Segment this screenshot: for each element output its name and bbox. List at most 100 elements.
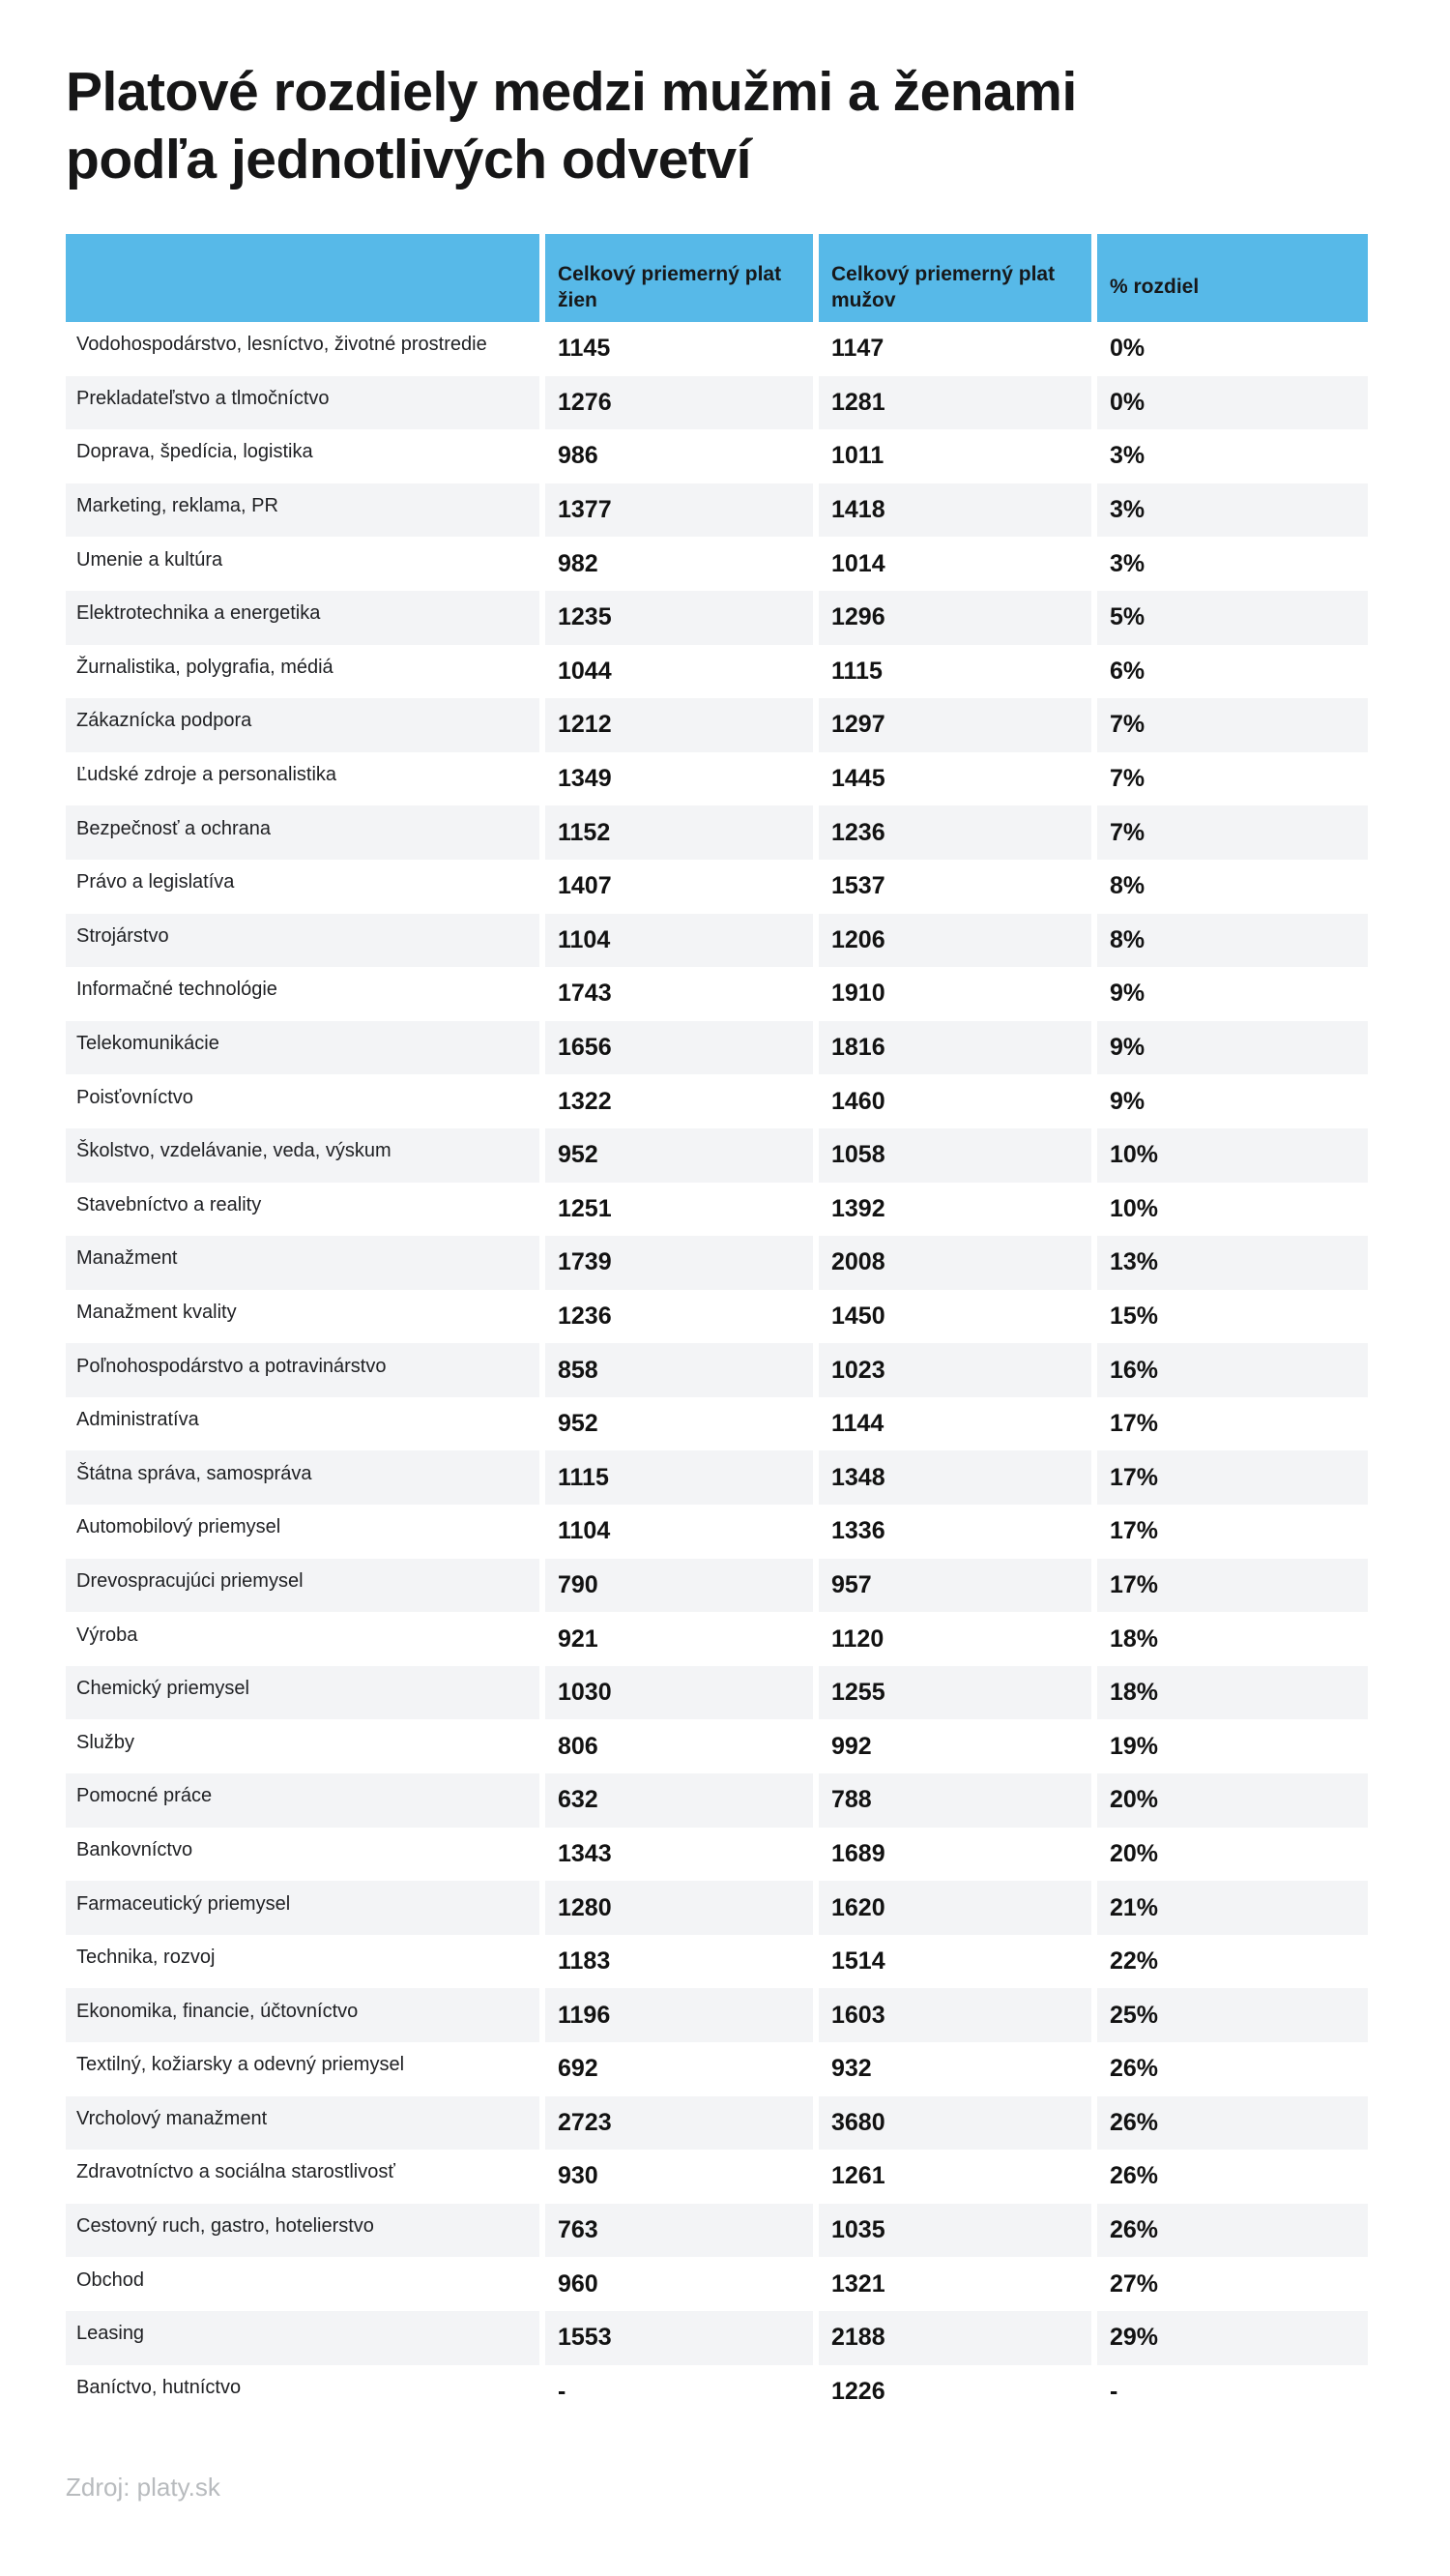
percent-diff-cell: 19% (1110, 1732, 1159, 1760)
men-salary-cell: 1147 (831, 335, 884, 363)
men-salary-cell: 2188 (819, 2310, 1091, 2365)
men-salary-cell: 1144 (831, 1410, 884, 1438)
men-salary-cell: 1460 (831, 1087, 885, 1115)
industry-cell: Právo a legislatíva (76, 871, 235, 893)
table-row: Umenie a kultúra 982 1014 3% (66, 537, 1370, 591)
industry-cell: Pomocné práce (66, 1773, 539, 1828)
table-row: Štátna správa, samospráva 1115 1348 17% (66, 1450, 1370, 1506)
women-salary-cell: 1235 (545, 590, 813, 645)
header-women-avg-salary: Celkový priemerný plat žien (545, 234, 813, 322)
industry-cell: Školstvo, vzdelávanie, veda, výskum (66, 1127, 539, 1183)
percent-diff-cell: 27% (1110, 2269, 1159, 2298)
women-salary-cell: 1044 (558, 657, 612, 685)
table-row: Leasing 1553 2188 29% (66, 2310, 1370, 2365)
women-salary-cell: 921 (558, 1625, 598, 1653)
percent-diff-cell: 26% (1097, 2095, 1368, 2151)
men-salary-cell: 957 (819, 1558, 1091, 1613)
table-header-row: Celkový priemerný plat žien Celkový prie… (66, 234, 1370, 322)
percent-diff-cell: 7% (1097, 698, 1368, 752)
table-row: Vodohospodárstvo, lesníctvo, životné pro… (66, 322, 1370, 376)
women-salary-cell: 952 (545, 1127, 813, 1183)
table-body: Vodohospodárstvo, lesníctvo, životné pro… (66, 322, 1370, 2418)
men-salary-cell: 1014 (831, 549, 885, 577)
percent-diff-cell: 7% (1110, 765, 1146, 793)
men-salary-cell: 932 (831, 2055, 872, 2083)
men-salary-cell: 1603 (819, 1988, 1091, 2042)
percent-diff-cell: 5% (1097, 590, 1368, 645)
industry-cell: Obchod (76, 2269, 145, 2291)
women-salary-cell: 1183 (558, 1947, 611, 1976)
men-salary-cell: 1281 (819, 375, 1091, 430)
table-row: Manažment kvality 1236 1450 15% (66, 1290, 1370, 1344)
men-salary-cell: 1035 (819, 2203, 1091, 2258)
header-men-avg-salary: Celkový priemerný plat mužov (819, 234, 1091, 322)
men-salary-cell: 3680 (819, 2095, 1091, 2151)
men-salary-cell: 1348 (819, 1450, 1091, 1506)
table-row: Bankovníctvo 1343 1689 20% (66, 1828, 1370, 1882)
industry-cell: Technika, rozvoj (76, 1947, 216, 1969)
percent-diff-cell: 21% (1097, 1881, 1368, 1935)
percent-diff-cell: 29% (1097, 2310, 1368, 2365)
percent-diff-cell: 26% (1110, 2055, 1159, 2083)
percent-diff-cell: 18% (1097, 1665, 1368, 1720)
men-salary-cell: 1226 (831, 2377, 885, 2405)
women-salary-cell: 1145 (558, 335, 611, 363)
industry-cell: Baníctvo, hutníctvo (76, 2376, 242, 2398)
women-salary-cell: 806 (558, 1732, 598, 1760)
women-salary-cell: 1196 (545, 1988, 813, 2042)
table-row: Telekomunikácie 1656 1816 9% (66, 1020, 1370, 1075)
page-title-line-1: Platové rozdiely medzi mužmi a ženami (66, 61, 1077, 123)
percent-diff-cell: 25% (1097, 1988, 1368, 2042)
women-salary-cell: 930 (558, 2162, 598, 2190)
women-salary-cell: 790 (545, 1558, 813, 1613)
industry-cell: Informačné technológie (76, 979, 277, 1001)
women-salary-cell: 763 (545, 2203, 813, 2258)
table-row: Elektrotechnika a energetika 1235 1296 5% (66, 590, 1370, 645)
percent-diff-cell: 0% (1110, 335, 1146, 363)
industry-cell: Ľudské zdroje a personalistika (76, 764, 337, 786)
men-salary-cell: 1537 (831, 872, 885, 900)
percent-diff-cell: 22% (1110, 1947, 1159, 1976)
industry-cell: Farmaceutický priemysel (66, 1881, 539, 1935)
men-salary-cell: 1321 (831, 2269, 885, 2298)
men-salary-cell: 1261 (831, 2162, 885, 2190)
percent-diff-cell: 18% (1110, 1625, 1159, 1653)
header-industry (66, 234, 539, 322)
percent-diff-cell: 3% (1110, 549, 1146, 577)
percent-diff-cell: 17% (1110, 1410, 1159, 1438)
percent-diff-cell: 17% (1110, 1517, 1159, 1545)
table-row: Bezpečnosť a ochrana 1152 1236 7% (66, 805, 1370, 860)
header-percent-diff: % rozdiel (1097, 234, 1368, 322)
women-salary-cell: 858 (545, 1343, 813, 1397)
industry-cell: Leasing (66, 2310, 539, 2365)
table-row: Automobilový priemysel 1104 1336 17% (66, 1505, 1370, 1559)
table-row: Strojárstvo 1104 1206 8% (66, 913, 1370, 968)
table-row: Informačné technológie 1743 1910 9% (66, 967, 1370, 1021)
table-row: Manažment 1739 2008 13% (66, 1236, 1370, 1290)
table-row: Zdravotníctvo a sociálna starostlivosť 93… (66, 2150, 1370, 2204)
women-salary-cell: 960 (558, 2269, 598, 2298)
industry-cell: Vrcholový manažment (66, 2095, 539, 2151)
percent-diff-cell: 9% (1110, 980, 1146, 1008)
percent-diff-cell: 7% (1097, 805, 1368, 860)
percent-diff-cell: 17% (1097, 1558, 1368, 1613)
men-salary-cell: 1620 (819, 1881, 1091, 1935)
percent-diff-cell: 8% (1097, 913, 1368, 968)
industry-cell: Automobilový priemysel (76, 1516, 281, 1538)
women-salary-cell: 1251 (558, 1194, 612, 1222)
percent-diff-cell: 3% (1097, 483, 1368, 538)
percent-diff-cell: 20% (1110, 1839, 1159, 1867)
industry-cell: Výroba (76, 1624, 138, 1646)
percent-diff-cell: 8% (1110, 872, 1146, 900)
table-row: Žurnalistika, polygrafia, médiá 1044 1115 6… (66, 645, 1370, 699)
men-salary-cell: 1296 (819, 590, 1091, 645)
industry-cell: Cestovný ruch, gastro, hotelierstvo (66, 2203, 539, 2258)
men-salary-cell: 1816 (819, 1020, 1091, 1075)
women-salary-cell: 1212 (545, 698, 813, 752)
men-salary-cell: 1392 (831, 1194, 885, 1222)
table-row: Poľnohospodárstvo a potravinárstvo 858 102… (66, 1343, 1370, 1397)
source-note: Zdroj: platy.sk (66, 2473, 220, 2503)
women-salary-cell: 1377 (545, 483, 813, 538)
industry-cell: Administratíva (76, 1409, 199, 1431)
men-salary-cell: 2008 (819, 1236, 1091, 1290)
